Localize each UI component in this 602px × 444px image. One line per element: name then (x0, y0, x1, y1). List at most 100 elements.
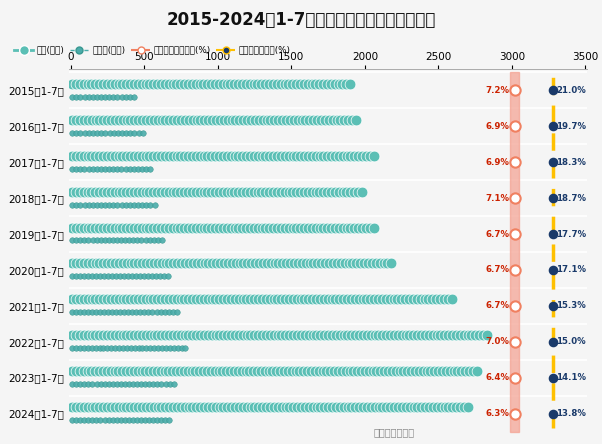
Point (202, 80, 212, 87)
Point (84, 165, 93, 172)
Point (184, 152, 193, 159)
Point (198, 368, 208, 375)
Point (346, 80, 355, 87)
Point (157, 116, 166, 123)
Point (385, 332, 395, 339)
Point (199, 188, 208, 195)
Point (349, 368, 358, 375)
Point (79, 93, 89, 100)
Text: 7.2%: 7.2% (485, 86, 509, 95)
Point (120, 237, 130, 244)
Point (168, 152, 178, 159)
Point (114, 152, 123, 159)
Point (114, 116, 123, 123)
Point (304, 404, 314, 411)
Point (114, 345, 124, 352)
Point (264, 188, 274, 195)
Point (141, 404, 150, 411)
Point (323, 332, 333, 339)
Point (230, 152, 240, 159)
Point (134, 116, 143, 123)
Point (451, 332, 461, 339)
Point (385, 404, 395, 411)
Point (468, 368, 477, 375)
Point (95, 116, 104, 123)
Point (280, 224, 290, 231)
Point (79, 224, 88, 231)
Point (125, 152, 135, 159)
Point (342, 152, 352, 159)
Point (102, 332, 112, 339)
Point (110, 260, 120, 267)
Point (211, 332, 220, 339)
Point (273, 332, 282, 339)
Point (168, 188, 178, 195)
Point (414, 368, 424, 375)
Point (95, 188, 104, 195)
Point (175, 368, 185, 375)
Point (83, 188, 93, 195)
Point (420, 296, 429, 303)
Point (203, 332, 213, 339)
Point (144, 309, 154, 316)
Point (108, 416, 117, 424)
Point (448, 368, 458, 375)
Point (210, 224, 220, 231)
Point (79, 165, 89, 172)
Point (67, 273, 77, 280)
Point (350, 152, 359, 159)
Point (196, 116, 205, 123)
Point (246, 260, 256, 267)
Point (172, 332, 182, 339)
Point (134, 345, 143, 352)
Point (222, 152, 232, 159)
Point (102, 116, 112, 123)
Point (106, 80, 116, 87)
Point (141, 188, 150, 195)
Point (338, 188, 347, 195)
Point (314, 368, 323, 375)
Point (357, 188, 367, 195)
Point (184, 116, 194, 123)
Point (157, 416, 166, 424)
Point (75, 368, 85, 375)
Point (281, 260, 291, 267)
Point (114, 260, 123, 267)
Point (107, 260, 116, 267)
Point (91, 260, 101, 267)
Point (191, 332, 201, 339)
Point (226, 332, 236, 339)
Point (233, 368, 243, 375)
Point (243, 260, 252, 267)
Point (112, 416, 122, 424)
Point (135, 309, 145, 316)
Point (137, 116, 147, 123)
Point (284, 224, 293, 231)
Text: 17.1%: 17.1% (556, 266, 586, 274)
Point (365, 296, 375, 303)
Point (288, 152, 297, 159)
Point (281, 404, 290, 411)
Point (318, 152, 328, 159)
Point (137, 188, 146, 195)
Point (110, 188, 119, 195)
Point (141, 152, 150, 159)
Point (459, 404, 469, 411)
Point (318, 188, 328, 195)
Point (133, 368, 143, 375)
Point (210, 152, 220, 159)
Point (172, 368, 181, 375)
Point (270, 116, 279, 123)
Point (281, 296, 290, 303)
Point (110, 296, 120, 303)
Point (117, 368, 127, 375)
Point (311, 296, 321, 303)
Point (143, 273, 153, 280)
Point (172, 188, 181, 195)
Point (241, 188, 251, 195)
Point (235, 116, 244, 123)
Point (137, 165, 147, 172)
Point (443, 296, 453, 303)
Point (214, 296, 224, 303)
Point (264, 368, 273, 375)
